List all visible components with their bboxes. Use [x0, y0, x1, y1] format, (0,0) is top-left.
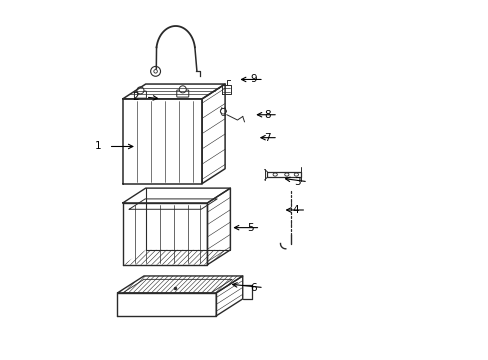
Text: 2: 2	[132, 92, 139, 102]
Text: 8: 8	[264, 110, 270, 120]
Circle shape	[137, 87, 143, 94]
Text: 5: 5	[246, 222, 253, 233]
Text: 9: 9	[250, 75, 256, 85]
Circle shape	[150, 66, 160, 76]
Ellipse shape	[272, 173, 277, 176]
FancyBboxPatch shape	[176, 90, 188, 97]
Text: 7: 7	[264, 133, 270, 143]
Text: 6: 6	[250, 283, 256, 293]
Text: 4: 4	[292, 205, 299, 215]
Circle shape	[179, 86, 186, 93]
Text: 3: 3	[294, 177, 300, 187]
FancyBboxPatch shape	[134, 91, 146, 98]
Circle shape	[154, 69, 157, 73]
Text: 1: 1	[95, 141, 102, 152]
Circle shape	[220, 108, 225, 114]
Ellipse shape	[294, 173, 298, 176]
Ellipse shape	[284, 173, 288, 176]
